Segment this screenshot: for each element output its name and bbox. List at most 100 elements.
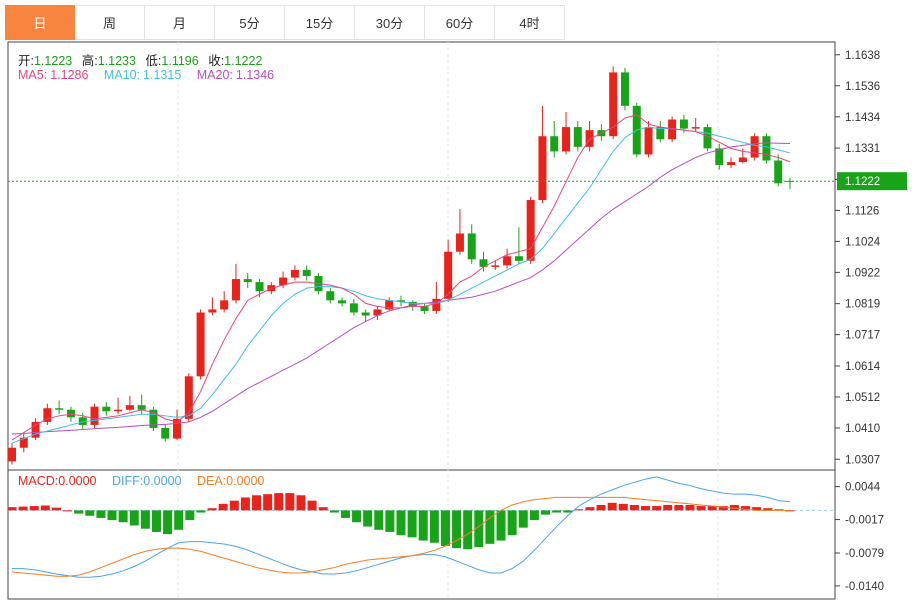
macd-histogram-bar — [607, 502, 617, 511]
macd-histogram-bar — [363, 510, 373, 527]
ma20-label: MA20: — [196, 68, 233, 82]
current-price-tag — [837, 172, 907, 191]
candle-body — [408, 301, 417, 307]
candle-body — [503, 256, 512, 266]
macd-histogram-bar — [196, 510, 206, 513]
tab-day[interactable]: 日 — [5, 5, 75, 40]
candle-body — [727, 162, 736, 166]
candle-body — [78, 417, 87, 425]
dea-value: 0.0000 — [226, 474, 265, 488]
candle-body — [397, 300, 405, 302]
macd-histogram-bar — [207, 508, 217, 511]
tab-60min[interactable]: 60分 — [425, 5, 495, 40]
candle-body — [679, 119, 688, 129]
candle-body — [66, 409, 75, 418]
macd-histogram-bar — [163, 510, 173, 535]
macd-histogram-bar — [18, 506, 28, 511]
macd-histogram-bar — [229, 500, 239, 511]
candle-body — [114, 409, 123, 412]
candle-body — [455, 233, 464, 252]
candle-body — [373, 309, 382, 316]
candle-body — [8, 447, 16, 462]
price-tick-label: 1.0512 — [845, 392, 880, 404]
candle-body — [43, 408, 52, 422]
chart-frame — [7, 41, 836, 600]
candle-body — [514, 256, 523, 261]
macd-histogram-bar — [718, 506, 728, 511]
price-tick-label: 1.0922 — [845, 267, 880, 279]
macd-histogram-bar — [151, 510, 161, 532]
tab-week[interactable]: 周 — [75, 5, 145, 40]
high-value: 1.1233 — [97, 54, 136, 68]
moving-average-lines — [11, 114, 791, 444]
macd-histogram-bar — [85, 510, 95, 516]
macd-histogram-bar — [129, 510, 139, 526]
macd-histogram-bar — [29, 506, 39, 511]
price-tick-label: 1.0614 — [845, 361, 881, 373]
period-tabs: 日 周 月 5分 15分 30分 60分 4时 — [5, 5, 565, 40]
ma5-value: 1.1286 — [50, 68, 89, 82]
candle-body — [432, 298, 441, 311]
candle-body — [656, 127, 665, 140]
macd-readout: MACD:0.0000 DIFF:0.0000 DEA:0.0000 — [18, 474, 276, 488]
macd-histogram-bar — [51, 507, 61, 511]
tab-4hour[interactable]: 4时 — [495, 5, 565, 40]
macd-histogram-bar — [529, 510, 539, 521]
tab-15min[interactable]: 15分 — [285, 5, 355, 40]
tab-month[interactable]: 月 — [145, 5, 215, 40]
diff-label: DIFF: — [112, 474, 144, 488]
macd-histogram-bar — [407, 510, 417, 538]
candle-body — [538, 136, 547, 201]
ma10-value: 1.1315 — [143, 68, 182, 82]
tab-5min[interactable]: 5分 — [215, 5, 285, 40]
macd-histogram-bar — [641, 506, 651, 511]
candle-body — [208, 309, 217, 313]
macd-histogram-bar — [418, 510, 428, 541]
candle-body — [173, 418, 182, 439]
macd-histogram-bar — [40, 505, 50, 511]
ma5-line — [11, 114, 791, 441]
macd-histogram-bar — [496, 510, 506, 541]
macd-tick-label: 0.0044 — [845, 482, 881, 494]
macd-tick-label: -0.0140 — [845, 581, 884, 593]
macd-histogram-bar — [596, 504, 606, 511]
candle-body — [750, 136, 759, 158]
macd-histogram-bar — [629, 504, 639, 511]
candle-body — [125, 405, 134, 410]
macd-histogram-bar — [663, 504, 673, 511]
candle-body — [491, 265, 500, 267]
candle-body — [738, 157, 747, 163]
candle-body — [338, 300, 347, 304]
high-label: 高: — [81, 54, 98, 68]
ma10-line — [11, 126, 791, 444]
macd-histogram-bar — [218, 503, 228, 511]
tab-30min[interactable]: 30分 — [355, 5, 425, 40]
candle-body — [562, 127, 571, 152]
price-tick-label: 1.0717 — [845, 330, 880, 342]
diff-line — [12, 476, 791, 578]
ma5-readout: MA5: 1.1286 — [18, 68, 94, 82]
macd-histogram-bar — [574, 509, 584, 511]
macd-histogram-bar — [329, 510, 339, 513]
ma20-value: 1.1346 — [235, 68, 275, 82]
macd-histogram-bar — [696, 506, 706, 511]
low-value: 1.1196 — [161, 54, 199, 68]
macd-label: MACD: — [18, 474, 59, 488]
candle-body — [550, 136, 559, 152]
macd-histogram-bar — [274, 493, 284, 511]
candle-body — [161, 427, 170, 439]
macd-histogram-bar — [396, 510, 406, 536]
candle-body — [703, 127, 712, 149]
candle-body — [184, 376, 193, 419]
macd-histogram-bar — [63, 510, 73, 512]
macd-histogram-bar — [352, 510, 362, 523]
macd-histogram-bar — [618, 503, 628, 511]
candle-body — [668, 119, 677, 140]
macd-histogram-bar — [685, 504, 695, 511]
macd-histogram-bar — [340, 510, 350, 518]
macd-histogram-bar — [263, 494, 273, 511]
macd-histogram-bar — [563, 510, 573, 513]
macd-histogram-bar — [429, 510, 439, 543]
dea-label: DEA: — [196, 474, 227, 488]
